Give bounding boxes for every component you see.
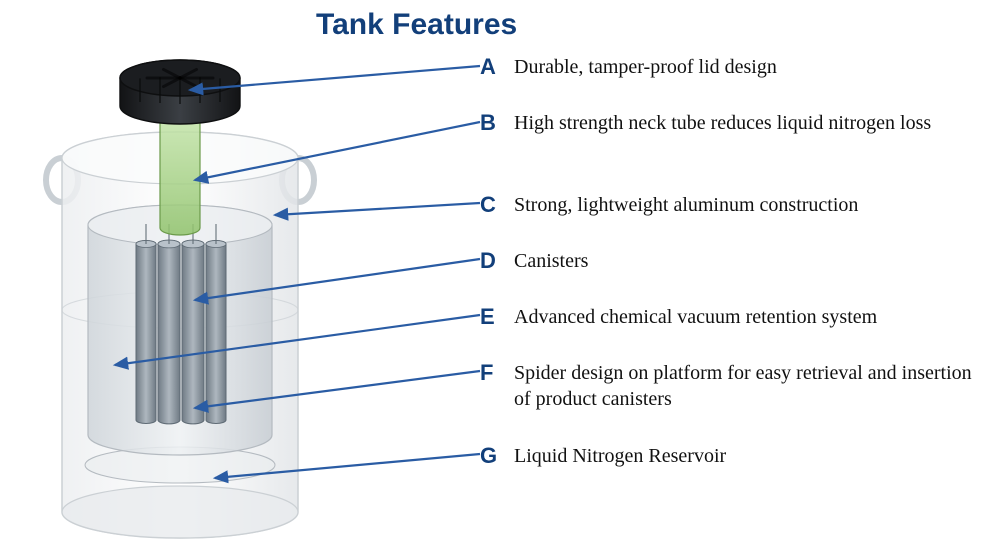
diagram-title: Tank Features [316,8,517,42]
feature-row-d: D Canisters [480,248,588,274]
canister [182,240,204,424]
feature-text: Canisters [514,248,588,274]
feature-row-a: A Durable, tamper-proof lid design [480,54,777,80]
feature-text: Spider design on platform for easy retri… [514,360,980,412]
tank-outer-bottom [62,486,298,538]
feature-text: Liquid Nitrogen Reservoir [514,443,726,469]
feature-letter: B [480,110,500,136]
feature-letter: C [480,192,500,218]
feature-text: Strong, lightweight aluminum constructio… [514,192,858,218]
canister [158,240,180,424]
feature-text: Advanced chemical vacuum retention syste… [514,304,877,330]
feature-letter: A [480,54,500,80]
diagram-stage: Tank Features A Durable, tamper-proof lid… [0,0,1002,542]
feature-row-g: G Liquid Nitrogen Reservoir [480,443,726,469]
feature-row-b: B High strength neck tube reduces liquid … [480,110,931,136]
feature-letter: E [480,304,500,330]
feature-text: High strength neck tube reduces liquid n… [514,110,931,136]
feature-text: Durable, tamper-proof lid design [514,54,777,80]
canister [206,241,226,424]
canister [136,241,156,424]
feature-letter: F [480,360,500,386]
feature-letter: D [480,248,500,274]
feature-row-e: E Advanced chemical vacuum retention syst… [480,304,877,330]
feature-letter: G [480,443,500,469]
feature-row-f: F Spider design on platform for easy retr… [480,360,980,412]
feature-row-c: C Strong, lightweight aluminum constructi… [480,192,858,218]
